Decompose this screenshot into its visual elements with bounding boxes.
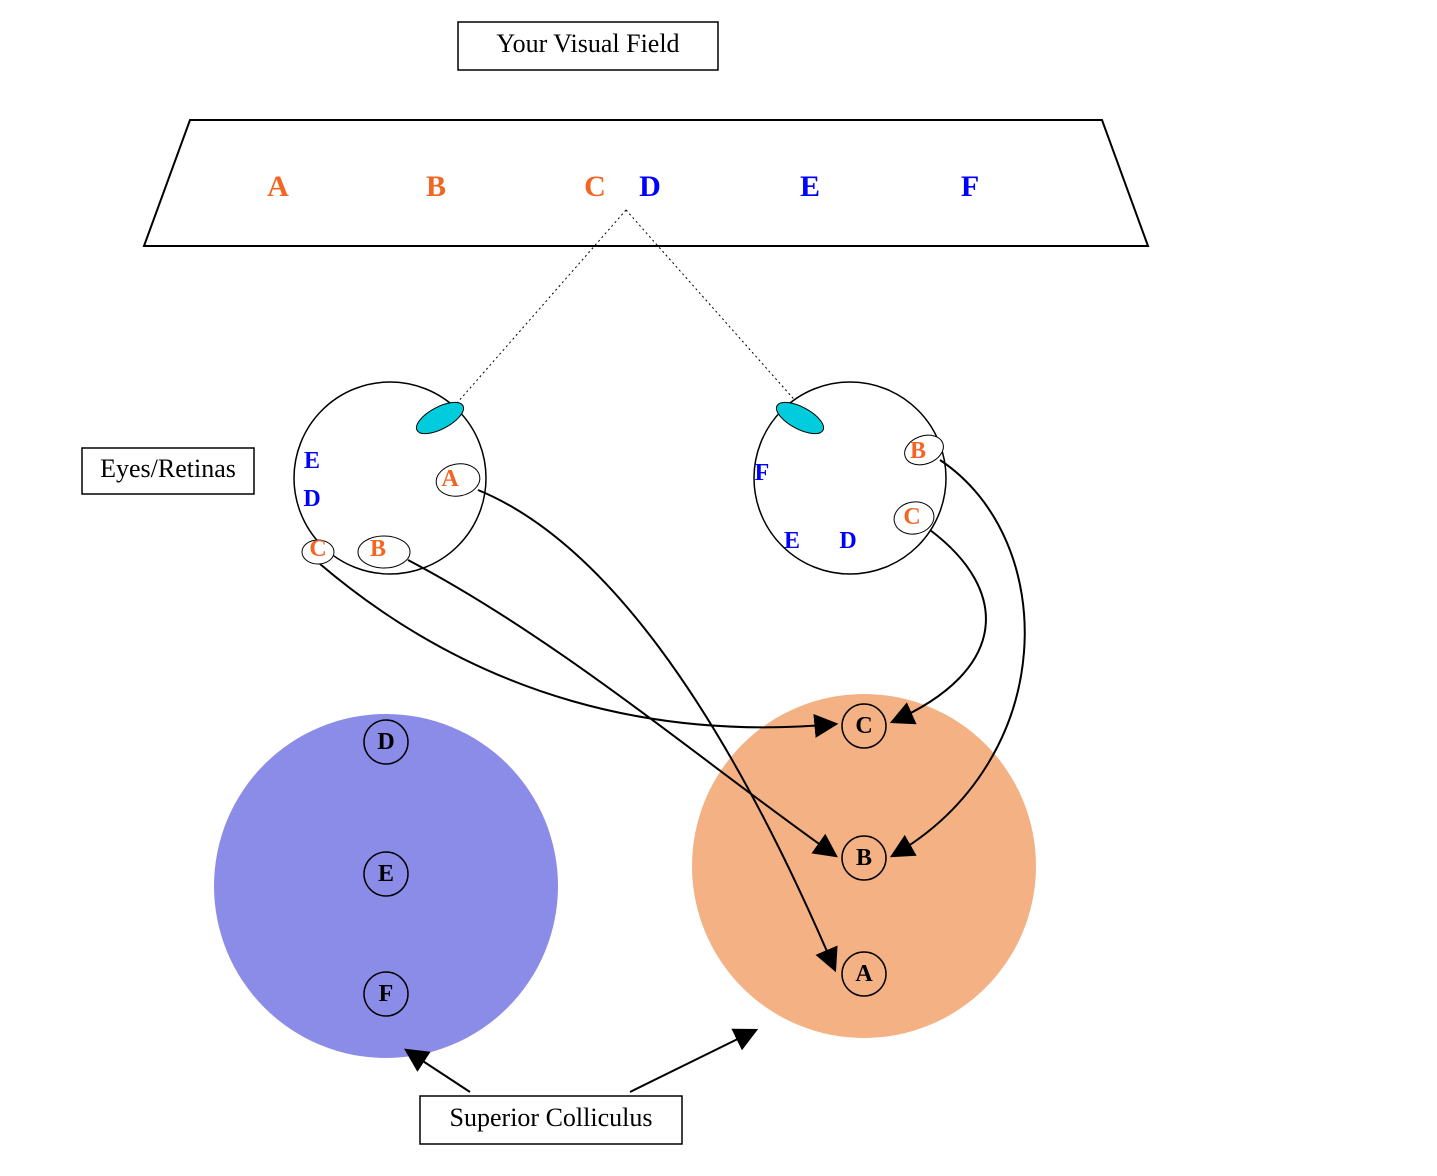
visual-field-letter-D: D: [639, 170, 661, 203]
eye-right-letter-C: C: [903, 504, 920, 530]
sc-label: Superior Colliculus: [450, 1103, 653, 1132]
visual-field-letter-B: B: [426, 170, 446, 203]
sc-pointer-1: [630, 1030, 756, 1092]
eye-left-letter-D: D: [303, 486, 320, 512]
colliculus-left-node-label-D: D: [377, 729, 394, 755]
visual-field-letter-F: F: [961, 170, 979, 203]
eye-right-letter-E: E: [784, 528, 800, 554]
eye-left-letter-E: E: [304, 448, 320, 474]
visual-field-letter-A: A: [267, 170, 289, 203]
eye-right-letter-F: F: [755, 460, 770, 486]
eyes-label: Eyes/Retinas: [100, 454, 236, 483]
colliculus-right-node-label-C: C: [855, 713, 872, 739]
colliculus-left-node-label-E: E: [378, 861, 394, 887]
eye-right-letter-B: B: [910, 438, 926, 464]
sc-pointer-0: [406, 1050, 470, 1092]
title-label: Your Visual Field: [496, 29, 679, 58]
eye-right-letter-D: D: [839, 528, 856, 554]
visual-field-letter-E: E: [800, 170, 820, 203]
eye-left-letter-B: B: [370, 536, 386, 562]
colliculus-right-node-label-B: B: [856, 845, 872, 871]
colliculus-left-node-label-F: F: [379, 981, 394, 1007]
eye-left-letter-A: A: [441, 466, 459, 492]
visual-pathway-diagram: Your Visual FieldABCDEFEyes/RetinasEDCBA…: [0, 0, 1437, 1176]
nerve-path-leftC: [320, 564, 836, 727]
nerve-path-rightC2: [892, 530, 986, 722]
colliculus-right-node-label-A: A: [855, 961, 873, 987]
eye-left-letter-C: C: [309, 536, 326, 562]
visual-field-letter-C: C: [584, 170, 606, 203]
